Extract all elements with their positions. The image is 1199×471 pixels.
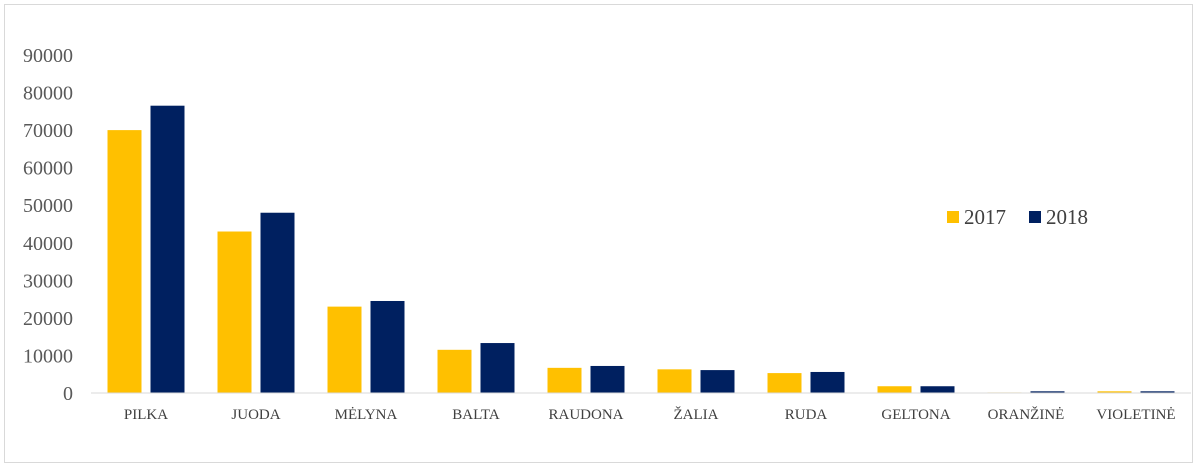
x-category-label: MĖLYNA [335, 407, 398, 423]
y-axis-tick-labels: 0 10000 20000 30000 40000 50000 60000 70000 8000… [23, 45, 73, 405]
bar-2018-mėlyna [370, 300, 405, 393]
bar-2017-geltona [877, 386, 912, 393]
bar-2018-geltona [920, 386, 955, 393]
bar-2017-juoda [217, 231, 252, 393]
legend: 2017 2018 [947, 205, 1088, 229]
bar-2018-balta [480, 343, 515, 393]
bar-2018-oranžinė [1030, 391, 1065, 393]
bar-group [107, 105, 1175, 393]
bar-2017-balta [437, 349, 472, 393]
x-category-label: JUODA [231, 407, 280, 423]
bar-2018-ruda [810, 371, 845, 393]
y-tick-label: 0 [63, 383, 73, 405]
x-category-label: GELTONA [881, 407, 950, 423]
bar-2017-mėlyna [327, 306, 362, 393]
x-category-label: BALTA [452, 407, 500, 423]
y-tick-label: 20000 [23, 308, 73, 330]
legend-label-2018: 2018 [1046, 205, 1088, 229]
x-category-label: VIOLETINĖ [1096, 407, 1175, 423]
bar-2018-raudona [590, 365, 625, 393]
bar-2017-pilka [107, 130, 142, 393]
bar-2017-raudona [547, 367, 582, 393]
bar-2018-violetinė [1140, 391, 1175, 393]
y-tick-label: 40000 [23, 233, 73, 255]
bar-2018-žalia [700, 370, 735, 393]
bar-chart: 0 10000 20000 30000 40000 50000 60000 70000 8000… [23, 45, 1191, 423]
bar-2018-pilka [150, 105, 185, 393]
chart-frame: 0 10000 20000 30000 40000 50000 60000 70000 8000… [4, 4, 1193, 463]
y-tick-label: 90000 [23, 45, 73, 67]
y-tick-label: 60000 [23, 158, 73, 180]
legend-label-2017: 2017 [964, 205, 1006, 229]
y-tick-label: 30000 [23, 270, 73, 292]
x-category-label: ŽALIA [674, 406, 719, 423]
x-category-label: PILKA [124, 407, 168, 423]
y-tick-label: 10000 [23, 345, 73, 367]
y-tick-label: 50000 [23, 195, 73, 217]
legend-swatch-2017 [947, 211, 959, 223]
x-category-label: ORANŽINĖ [988, 406, 1065, 423]
bar-2017-violetinė [1097, 391, 1132, 393]
bar-2017-žalia [657, 369, 692, 393]
x-category-label: RUDA [785, 407, 828, 423]
y-tick-label: 80000 [23, 83, 73, 105]
bar-2018-juoda [260, 212, 295, 393]
y-tick-label: 70000 [23, 120, 73, 142]
x-axis-category-labels: PILKA JUODA MĖLYNA BALTA RAUDONA ŽALIA RUDA GEL… [124, 406, 1176, 423]
x-category-label: RAUDONA [549, 407, 624, 423]
legend-swatch-2018 [1029, 211, 1041, 223]
bar-2017-ruda [767, 373, 802, 393]
